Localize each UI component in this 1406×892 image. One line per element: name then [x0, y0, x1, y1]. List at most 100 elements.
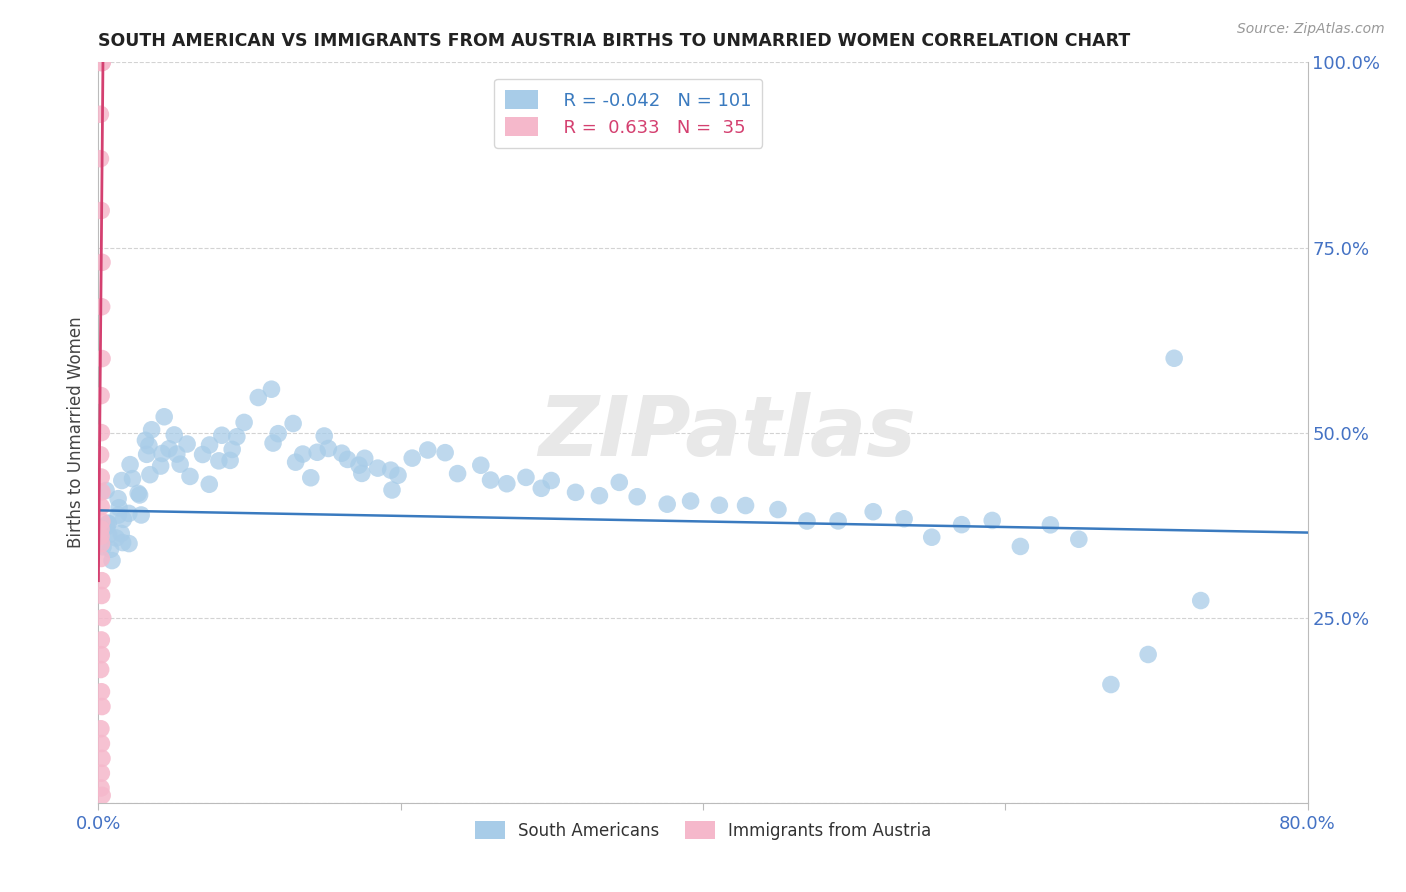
Point	[233, 416, 256, 430]
Text: ZIPatlas: ZIPatlas	[538, 392, 917, 473]
Point	[141, 423, 163, 437]
Point	[111, 474, 134, 488]
Point	[314, 429, 336, 443]
Point	[607, 475, 630, 490]
Point	[163, 428, 186, 442]
Point	[90, 448, 112, 462]
Point	[90, 780, 112, 795]
Point	[89, 152, 111, 166]
Point	[893, 512, 915, 526]
Point	[169, 457, 191, 471]
Point	[90, 515, 112, 529]
Point	[90, 388, 112, 402]
Point	[225, 430, 247, 444]
Point	[416, 442, 439, 457]
Point	[336, 452, 359, 467]
Point	[90, 551, 112, 566]
Point	[91, 540, 114, 554]
Point	[734, 499, 756, 513]
Point	[100, 542, 122, 557]
Point	[94, 483, 117, 498]
Point	[1137, 648, 1160, 662]
Point	[198, 438, 221, 452]
Y-axis label: Births to Unmarried Women: Births to Unmarried Women	[66, 317, 84, 549]
Point	[91, 351, 114, 366]
Point	[796, 514, 818, 528]
Point	[211, 428, 233, 442]
Point	[139, 467, 162, 482]
Point	[588, 489, 610, 503]
Point	[198, 477, 221, 491]
Point	[766, 502, 789, 516]
Point	[157, 442, 180, 456]
Point	[353, 451, 375, 466]
Point	[89, 55, 111, 70]
Point	[247, 391, 270, 405]
Point	[107, 508, 129, 522]
Point	[657, 497, 679, 511]
Point	[90, 425, 112, 440]
Point	[446, 467, 468, 481]
Point	[1163, 351, 1185, 366]
Point	[1067, 533, 1090, 547]
Point	[90, 300, 112, 314]
Point	[91, 751, 114, 765]
Point	[107, 491, 129, 506]
Point	[401, 451, 423, 466]
Point	[97, 516, 120, 531]
Point	[564, 485, 586, 500]
Point	[90, 529, 112, 543]
Point	[118, 536, 141, 550]
Point	[97, 516, 120, 531]
Point	[1099, 677, 1122, 691]
Point	[90, 589, 112, 603]
Point	[221, 442, 243, 457]
Point	[150, 446, 173, 460]
Point	[118, 507, 141, 521]
Point	[90, 574, 112, 588]
Point	[950, 517, 973, 532]
Point	[90, 55, 112, 70]
Legend: South Americans, Immigrants from Austria: South Americans, Immigrants from Austria	[468, 814, 938, 847]
Point	[129, 508, 152, 522]
Point	[90, 766, 112, 780]
Point	[90, 484, 112, 499]
Point	[112, 512, 135, 526]
Point	[176, 437, 198, 451]
Point	[307, 445, 329, 459]
Text: Source: ZipAtlas.com: Source: ZipAtlas.com	[1237, 22, 1385, 37]
Text: SOUTH AMERICAN VS IMMIGRANTS FROM AUSTRIA BIRTHS TO UNMARRIED WOMEN CORRELATION : SOUTH AMERICAN VS IMMIGRANTS FROM AUSTRI…	[98, 32, 1130, 50]
Point	[827, 514, 849, 528]
Point	[862, 505, 884, 519]
Point	[318, 442, 340, 456]
Point	[299, 471, 322, 485]
Point	[90, 470, 112, 484]
Point	[120, 458, 142, 472]
Point	[380, 463, 402, 477]
Point	[91, 699, 114, 714]
Point	[530, 481, 553, 495]
Point	[135, 447, 157, 461]
Point	[90, 648, 112, 662]
Point	[179, 469, 201, 483]
Point	[128, 488, 150, 502]
Point	[1010, 540, 1032, 554]
Point	[330, 446, 353, 460]
Point	[208, 454, 231, 468]
Point	[709, 498, 731, 512]
Point	[262, 436, 284, 450]
Point	[90, 522, 112, 536]
Point	[284, 455, 307, 469]
Point	[91, 255, 114, 269]
Point	[91, 789, 114, 803]
Point	[90, 203, 112, 218]
Point	[281, 417, 304, 431]
Point	[166, 447, 188, 461]
Point	[90, 632, 112, 647]
Point	[540, 474, 562, 488]
Point	[91, 55, 114, 70]
Point	[434, 445, 457, 459]
Point	[108, 500, 131, 515]
Point	[90, 737, 112, 751]
Point	[111, 535, 134, 549]
